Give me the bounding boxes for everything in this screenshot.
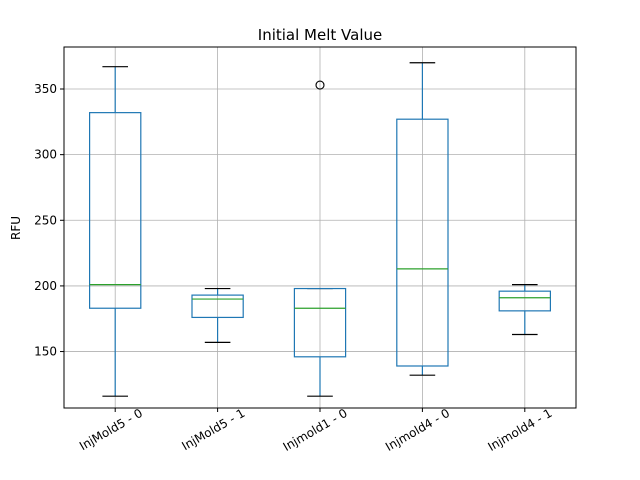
x-tick-label: Injmold4 - 1 — [485, 406, 554, 454]
x-tick-label: Injmold1 - 0 — [281, 406, 350, 454]
y-tick-label: 150 — [34, 345, 57, 359]
y-tick-label: 250 — [34, 213, 57, 227]
y-tick-label: 350 — [34, 82, 57, 96]
box-group — [498, 284, 552, 336]
box-group — [293, 80, 347, 397]
box-group — [88, 66, 142, 397]
chart-title: Initial Melt Value — [258, 26, 382, 44]
box-group — [191, 287, 244, 343]
y-axis-label: RFU — [9, 216, 23, 240]
box-iqr — [396, 118, 449, 367]
y-tick-label: 300 — [34, 148, 57, 162]
box-iqr — [88, 112, 142, 309]
outlier-point — [315, 80, 325, 90]
y-tick-label: 200 — [34, 279, 57, 293]
x-tick-label: Injmold4 - 0 — [383, 406, 452, 454]
x-tick-label: InjMold5 - 0 — [77, 406, 145, 453]
box-group — [396, 62, 449, 376]
box-iqr — [293, 287, 347, 358]
box-iqr — [191, 294, 244, 319]
axis-layer: 150 200 250 300 350 InjMold5 - 0 InjMold5 - 1 I… — [34, 82, 554, 454]
x-tick-label: InjMold5 - 1 — [179, 406, 247, 453]
box-iqr — [498, 290, 552, 312]
box-layer — [88, 62, 552, 397]
